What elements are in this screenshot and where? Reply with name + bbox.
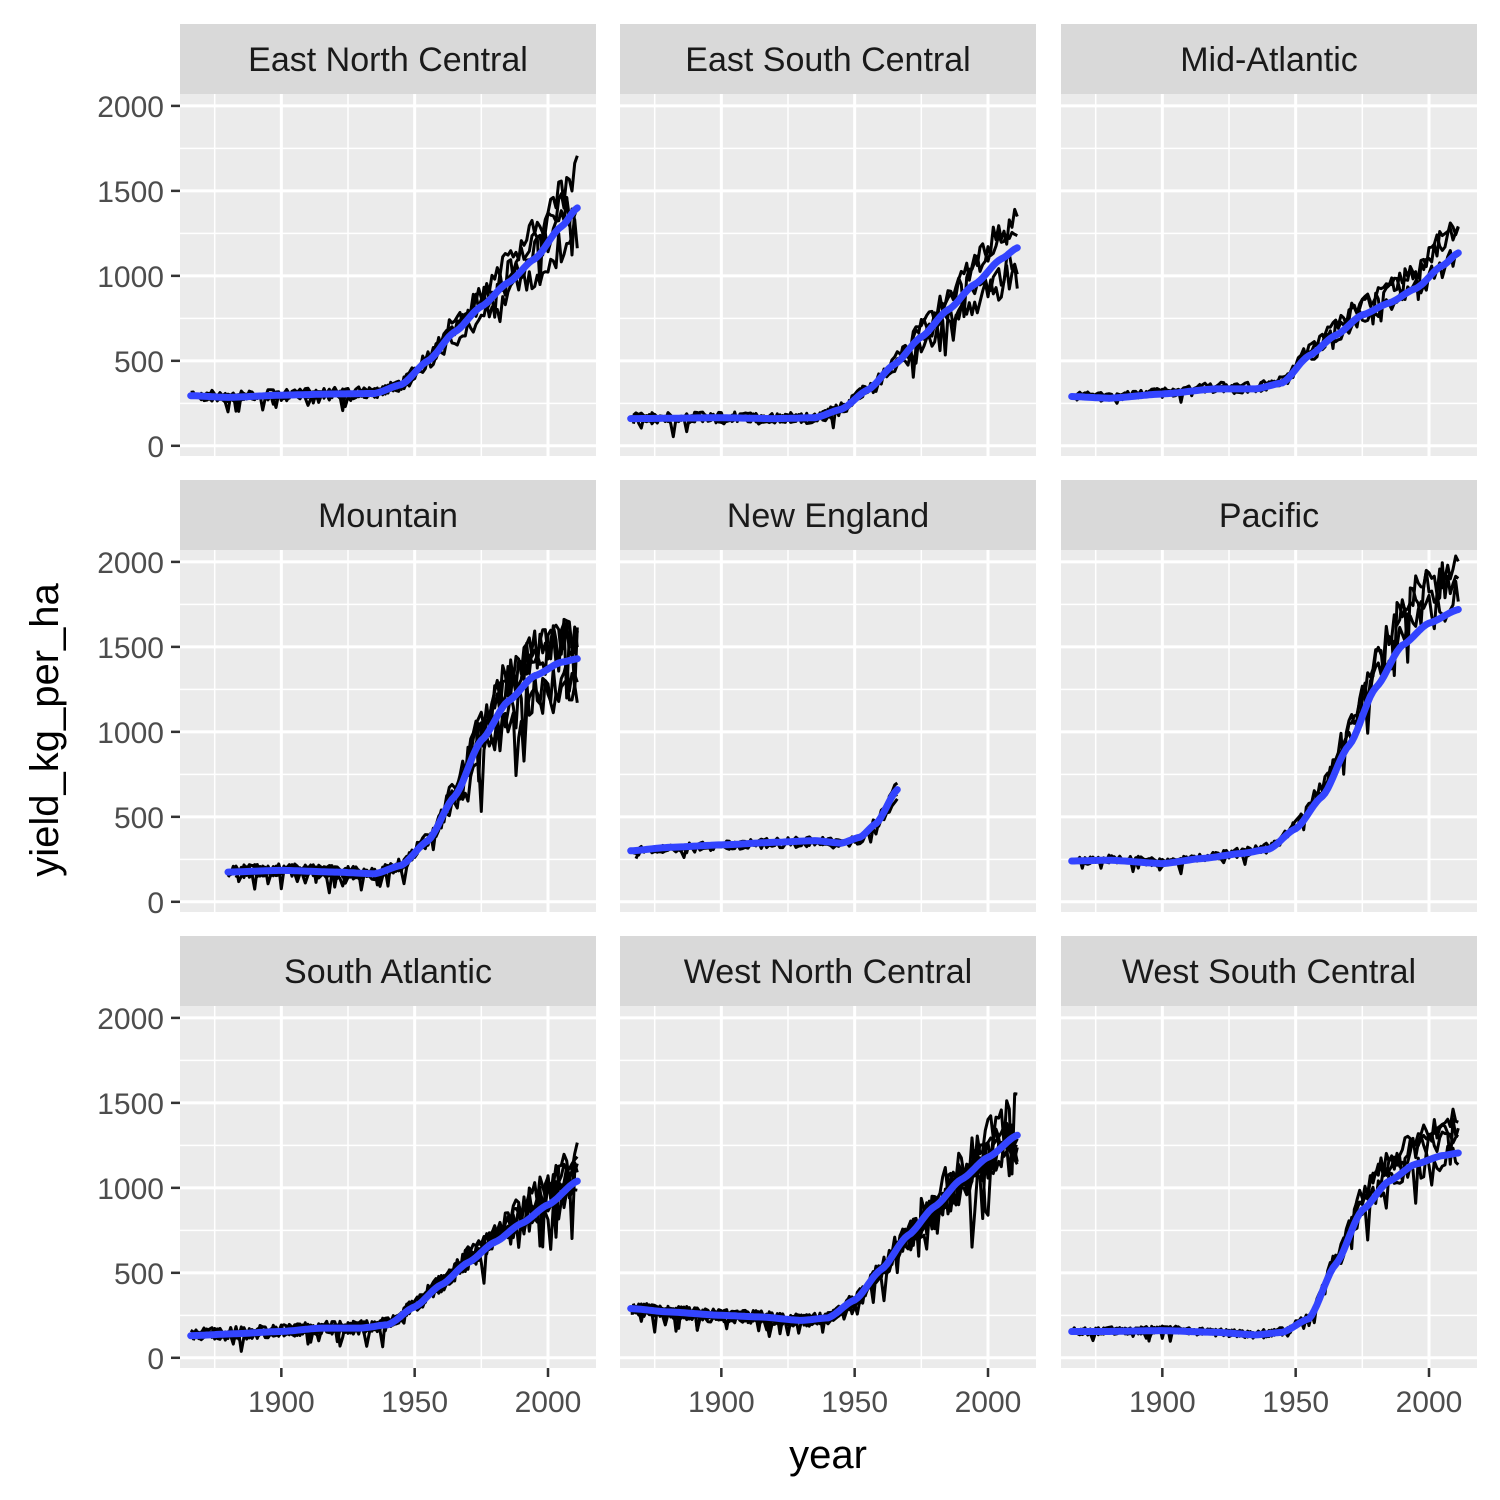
y-tick-label: 2000 — [97, 91, 164, 124]
smooth-trend-line — [187, 204, 581, 401]
strip-label: West North Central — [684, 953, 972, 991]
x-tick-label: 2000 — [515, 1386, 582, 1419]
y-tick-label: 0 — [147, 1343, 164, 1376]
strip-background — [180, 480, 596, 550]
strip-background — [620, 936, 1036, 1006]
y-tick-label: 500 — [114, 346, 164, 379]
x-tick-label: 1950 — [381, 1386, 448, 1419]
strip-label: East North Central — [248, 41, 528, 79]
x-tick-label: 2000 — [1396, 1386, 1463, 1419]
smooth-trend-line — [627, 786, 901, 855]
facet-panel: Mid-Atlantic — [1061, 24, 1477, 456]
x-tick-label: 1900 — [1129, 1386, 1196, 1419]
y-tick-label: 1000 — [97, 261, 164, 294]
plot-area — [187, 1142, 581, 1353]
facet-panel: Pacific — [1061, 480, 1477, 912]
plot-area — [1068, 1107, 1462, 1343]
plot-area — [627, 1092, 1021, 1338]
facet-panel: Mountain 0 500 1000 1500 2000 — [97, 480, 596, 920]
smooth-trend-line — [1068, 249, 1462, 402]
strip-label: New England — [727, 497, 929, 535]
x-tick-label: 1900 — [248, 1386, 315, 1419]
strip-label: Pacific — [1219, 497, 1319, 535]
y-tick-label: 1000 — [97, 717, 164, 750]
smooth-trend-line — [627, 1131, 1021, 1324]
smooth-trend-line — [627, 244, 1021, 423]
y-tick-label: 1500 — [97, 632, 164, 665]
facet-panel: West South Central 1900 1950 2000 — [1061, 936, 1477, 1419]
y-tick-label: 0 — [147, 887, 164, 920]
strip-label: Mountain — [318, 497, 458, 535]
strip-label: East South Central — [685, 41, 970, 79]
x-tick-label: 1900 — [688, 1386, 755, 1419]
facet-panels: East North Central 0 500 1000 1500 2000 East S… — [97, 24, 1477, 1419]
facet-panel: East North Central 0 500 1000 1500 2000 — [97, 24, 596, 464]
strip-background — [180, 24, 596, 94]
facet-panel: East South Central — [620, 24, 1036, 456]
strip-label: West South Central — [1122, 953, 1416, 991]
y-tick-label: 0 — [147, 431, 164, 464]
strip-background — [1061, 936, 1477, 1006]
facet-panel: New England — [620, 480, 1036, 912]
plot-area — [1068, 554, 1462, 876]
smooth-trend-line — [1068, 1149, 1462, 1339]
y-tick-label: 1500 — [97, 1088, 164, 1121]
strip-background — [180, 936, 596, 1006]
strip-background — [620, 480, 1036, 550]
x-tick-label: 1950 — [821, 1386, 888, 1419]
x-tick-label: 1950 — [1262, 1386, 1329, 1419]
y-tick-label: 500 — [114, 1258, 164, 1291]
plot-area — [1068, 221, 1462, 405]
y-tick-label: 1000 — [97, 1173, 164, 1206]
facet-panel: West North Central 1900 1950 2000 — [620, 936, 1036, 1419]
y-tick-label: 2000 — [97, 547, 164, 580]
strip-label: South Atlantic — [284, 953, 492, 991]
facet-panel: South Atlantic 0 500 1000 1500 2000 1900 1950 20… — [97, 936, 596, 1419]
strip-background — [1061, 480, 1477, 550]
y-tick-label: 500 — [114, 802, 164, 835]
x-tick-label: 2000 — [955, 1386, 1022, 1419]
smooth-trend-line — [187, 1177, 581, 1340]
y-tick-label: 1500 — [97, 176, 164, 209]
smooth-trend-line — [1068, 606, 1462, 868]
strip-label: Mid-Atlantic — [1180, 41, 1358, 79]
strip-background — [1061, 24, 1477, 94]
smooth-trend-line — [224, 655, 581, 878]
x-axis-title: year — [789, 1433, 867, 1477]
plot-area — [224, 617, 581, 895]
plot-area — [627, 781, 901, 860]
y-tick-label: 2000 — [97, 1003, 164, 1036]
plot-area — [187, 155, 581, 414]
strip-background — [620, 24, 1036, 94]
y-axis-title: yield_kg_per_ha — [23, 582, 67, 876]
plot-area — [627, 207, 1021, 439]
